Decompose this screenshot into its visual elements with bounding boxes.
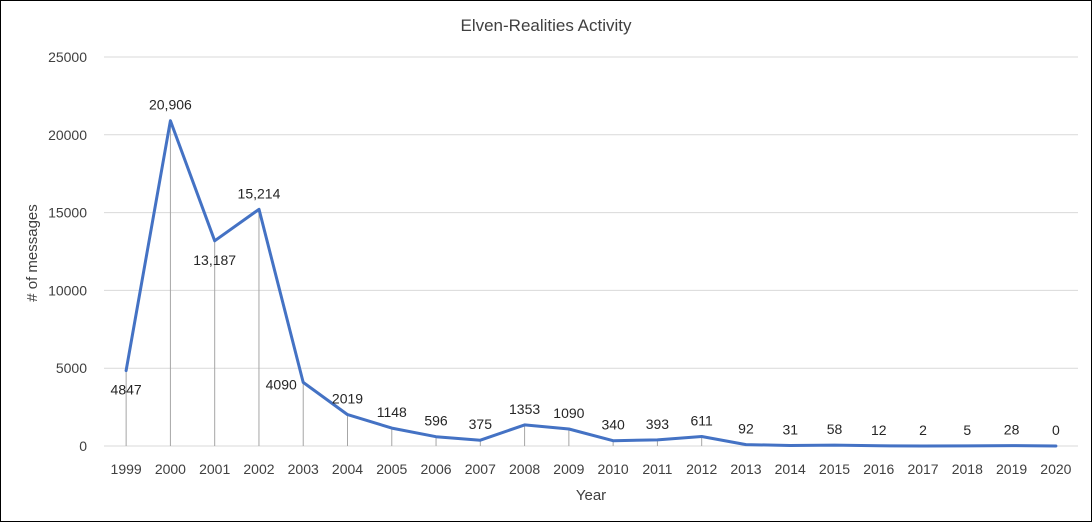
data-labels: 4847 20,906 13,187 15,214 4090 2019 1148 596 375…: [111, 97, 1060, 438]
data-label: 1090: [553, 405, 584, 421]
data-label: 2019: [332, 391, 363, 407]
series: [124, 119, 1058, 448]
x-tick-label: 2007: [465, 461, 496, 477]
y-tick-label: 5000: [56, 360, 87, 376]
data-label: 13,187: [193, 252, 236, 268]
data-label: 1148: [377, 404, 407, 420]
x-tick-label: 2000: [155, 461, 186, 477]
x-tick-label: 2002: [243, 461, 274, 477]
data-label: 4847: [111, 382, 142, 398]
data-label: 92: [738, 421, 754, 437]
y-tick-label: 0: [79, 438, 87, 454]
y-axis-ticks: 0 5000 10000 15000 20000 25000: [48, 49, 87, 454]
data-label: 596: [424, 413, 448, 429]
x-tick-label: 2018: [952, 461, 983, 477]
data-label: 5: [963, 422, 971, 438]
x-tick-label: 2008: [509, 461, 540, 477]
x-tick-label: 2003: [288, 461, 319, 477]
x-axis-title: Year: [576, 487, 606, 504]
x-tick-label: 2005: [376, 461, 407, 477]
x-tick-label: 2017: [907, 461, 938, 477]
y-tick-label: 25000: [48, 49, 87, 65]
x-tick-label: 2011: [642, 461, 672, 477]
y-tick-label: 20000: [48, 127, 87, 143]
x-tick-label: 2014: [775, 461, 806, 477]
x-tick-label: 2019: [996, 461, 1027, 477]
x-tick-label: 2001: [199, 461, 230, 477]
y-tick-label: 10000: [48, 282, 87, 298]
x-tick-label: 2009: [553, 461, 584, 477]
data-label: 58: [827, 421, 843, 437]
x-tick-label: 2004: [332, 461, 363, 477]
data-label: 611: [691, 412, 714, 428]
x-axis-ticks: 1999 2000 2001 2002 2003 2004 2005 2006 2007 2008…: [111, 461, 1072, 477]
data-label: 15,214: [238, 185, 281, 201]
data-label: 393: [646, 416, 670, 432]
data-label: 2: [919, 422, 927, 438]
data-label: 20,906: [149, 97, 192, 113]
data-label: 340: [601, 417, 625, 433]
y-tick-label: 15000: [48, 205, 87, 221]
data-label: 28: [1004, 422, 1020, 438]
data-label: 0: [1052, 422, 1060, 438]
drop-lines: [125, 120, 1013, 446]
x-tick-label: 2006: [420, 461, 451, 477]
chart-title: Elven-Realities Activity: [460, 16, 632, 35]
x-tick-label: 2012: [686, 461, 717, 477]
data-label: 31: [782, 422, 798, 438]
x-tick-label: 2020: [1040, 461, 1071, 477]
data-label: 1353: [509, 401, 540, 417]
data-label: 4090: [266, 376, 297, 392]
x-tick-label: 2015: [819, 461, 850, 477]
data-label: 375: [469, 416, 493, 432]
x-tick-label: 2010: [598, 461, 629, 477]
y-axis-title: # of messages: [24, 204, 41, 302]
x-tick-label: 2013: [730, 461, 761, 477]
series-line: [124, 119, 1058, 448]
gridlines: [104, 56, 1078, 447]
x-tick-label: 1999: [111, 461, 142, 477]
data-label: 12: [871, 422, 887, 438]
x-tick-label: 2016: [863, 461, 894, 477]
